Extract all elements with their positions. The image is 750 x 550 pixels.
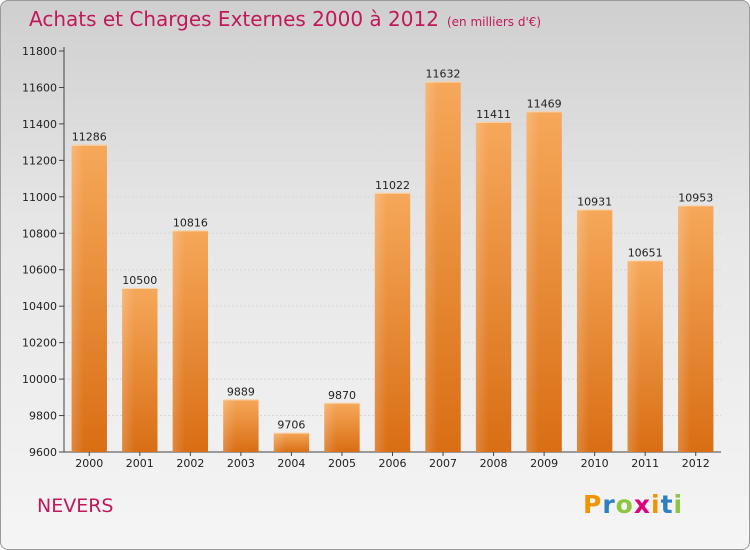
x-tick-label: 2004 — [277, 457, 305, 470]
logo-letter: P — [583, 490, 603, 519]
logo-letter: i — [651, 490, 661, 519]
y-tick-label: 11600 — [22, 81, 57, 94]
data-label: 11286 — [72, 131, 107, 144]
bar-highlight — [122, 287, 135, 452]
y-tick-label: 11200 — [22, 154, 57, 167]
bar-highlight — [223, 399, 236, 452]
y-tick-label: 10800 — [22, 227, 57, 240]
bar-highlight — [324, 402, 337, 452]
y-tick-label: 9600 — [29, 446, 57, 459]
x-tick-label: 2010 — [581, 457, 609, 470]
bar-highlight — [475, 121, 489, 453]
x-tick-labels: 2000 2001 2002 2003 2004 2005 2006 2007 2008 2009… — [75, 457, 709, 470]
data-label: 11411 — [476, 108, 511, 121]
x-tick-label: 2002 — [176, 457, 204, 470]
bar-highlight — [71, 144, 84, 453]
x-tick-label: 2005 — [328, 457, 356, 470]
x-tick-label: 2006 — [379, 457, 407, 470]
x-tick-label: 2000 — [75, 457, 103, 470]
x-tick-label: 2008 — [480, 457, 508, 470]
bar-highlight — [172, 230, 186, 452]
data-label: 9870 — [328, 389, 356, 402]
y-tick-label: 9800 — [29, 410, 57, 423]
bar-highlight — [374, 192, 388, 453]
chart-title-text: Achats et Charges Externes 2000 à 2012 — [29, 7, 439, 31]
chart-unit: (en milliers d'€) — [446, 15, 542, 29]
logo-letter: x — [633, 490, 651, 519]
y-tick-labels: 9600 9800 10000 10200 10400 10600 10800 11000 11… — [22, 45, 57, 459]
x-tick-label: 2003 — [227, 457, 255, 470]
data-label: 10816 — [173, 216, 208, 229]
bar-highlight — [526, 111, 539, 452]
bar-highlight — [627, 260, 640, 452]
x-tick-label: 2001 — [126, 457, 154, 470]
bar-highlight — [678, 205, 691, 452]
x-tick-label: 2011 — [631, 457, 659, 470]
data-label: 10931 — [577, 195, 612, 208]
y-tick-label: 10600 — [22, 264, 57, 277]
logo-letter: o — [615, 490, 634, 519]
bars — [71, 81, 714, 453]
x-tick-label: 2012 — [682, 457, 710, 470]
y-tick-label: 10200 — [22, 337, 57, 350]
data-label: 9889 — [227, 385, 255, 398]
logo-letter: r — [602, 490, 616, 519]
x-tick-label: 2009 — [530, 457, 558, 470]
bar-highlight — [273, 432, 287, 452]
city-name: NEVERS — [37, 495, 114, 517]
data-label: 10500 — [122, 274, 157, 287]
logo-letter: i — [673, 490, 684, 519]
y-tick-label: 10000 — [22, 373, 57, 386]
data-label: 9706 — [277, 419, 305, 432]
y-tick-label: 10400 — [22, 300, 57, 313]
x-tick-label: 2007 — [429, 457, 457, 470]
y-tick-label: 11400 — [22, 118, 57, 131]
data-label: 11632 — [426, 68, 461, 81]
y-tick-label: 11000 — [22, 191, 57, 204]
data-label: 11469 — [527, 97, 562, 110]
bar-highlight — [425, 81, 438, 452]
logo-letter: t — [660, 490, 674, 519]
proxiti-logo[interactable]: Proxiti — [583, 490, 683, 519]
data-labels: 11286 10500 10816 9889 9706 9870 11022 11632 114… — [72, 68, 713, 432]
data-label: 11022 — [375, 179, 410, 192]
bar-highlight — [576, 209, 590, 452]
data-label: 10651 — [628, 246, 663, 259]
data-label: 10953 — [678, 191, 713, 204]
y-tick-label: 11800 — [22, 45, 57, 58]
chart-title: Achats et Charges Externes 2000 à 2012 (e… — [29, 7, 541, 31]
